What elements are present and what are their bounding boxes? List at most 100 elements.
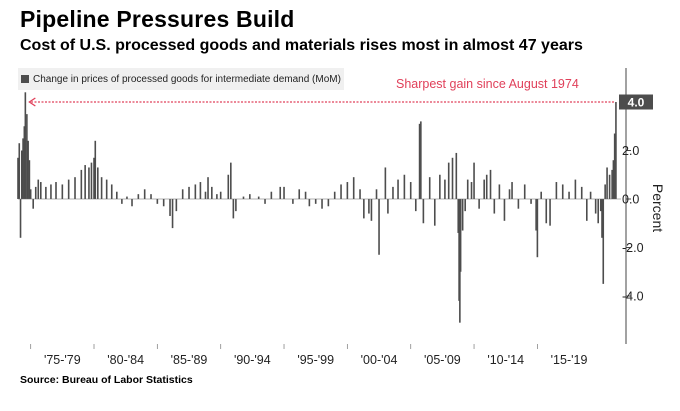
bar: [409, 182, 412, 199]
bar: [94, 140, 97, 199]
bar: [370, 199, 373, 221]
bar: [314, 199, 317, 204]
bar: [84, 165, 86, 199]
bar: [67, 179, 70, 199]
bar: [283, 186, 285, 200]
bar: [580, 186, 583, 200]
bar: [535, 199, 537, 231]
bar: [368, 199, 370, 214]
bar: [615, 102, 617, 199]
bar: [418, 123, 421, 199]
bar: [602, 199, 605, 284]
bar: [359, 189, 361, 199]
bar: [249, 194, 251, 199]
bar: [493, 199, 496, 214]
bar: [568, 191, 570, 199]
bar: [232, 199, 235, 219]
bar: [292, 199, 294, 204]
bar: [93, 157, 95, 200]
bar: [55, 182, 57, 199]
bar: [498, 184, 501, 199]
bar: [451, 157, 454, 200]
bar: [597, 199, 599, 224]
bar: [298, 189, 301, 199]
bar: [143, 189, 146, 199]
bar: [131, 199, 133, 207]
bar: [100, 177, 103, 199]
x-tick-label: '15-'19: [551, 353, 588, 367]
bar: [483, 179, 485, 199]
bar: [27, 140, 29, 199]
bar: [97, 167, 99, 199]
bar: [211, 186, 213, 200]
bar: [428, 177, 431, 199]
bar: [378, 199, 380, 255]
x-tick-label: '05-'09: [424, 353, 461, 367]
bar: [264, 199, 266, 204]
chart-subtitle: Cost of U.S. processed goods and materia…: [20, 37, 583, 54]
bar: [32, 199, 34, 209]
bar: [23, 126, 26, 199]
bar: [29, 189, 32, 199]
bar: [24, 92, 27, 199]
bar: [599, 199, 602, 212]
bar: [503, 199, 506, 221]
bar: [561, 184, 564, 199]
bar: [22, 138, 24, 200]
bar: [612, 160, 615, 199]
bar: [340, 184, 342, 199]
chart-title: Pipeline Pressures Build: [20, 6, 295, 32]
bar: [242, 196, 245, 199]
bar: [608, 174, 611, 199]
bar: [61, 184, 64, 199]
y-axis-label: Percent: [650, 184, 666, 232]
bar: [19, 199, 22, 238]
bar: [175, 199, 178, 212]
bar: [397, 179, 399, 199]
bar: [156, 199, 159, 204]
bar: [478, 199, 480, 209]
x-tick-label: '95-'99: [297, 353, 334, 367]
bar: [363, 199, 365, 219]
bar: [50, 184, 52, 199]
bar: [387, 199, 389, 214]
bar: [304, 191, 307, 199]
legend: Change in prices of processed goods for …: [18, 68, 344, 90]
bar: [457, 199, 460, 233]
bar: [594, 199, 597, 214]
bar: [18, 143, 21, 199]
bar: [485, 174, 488, 199]
bar: [549, 199, 551, 226]
bar: [169, 199, 171, 216]
bar: [455, 152, 458, 199]
bar: [121, 199, 123, 204]
bar: [40, 182, 42, 199]
annotation-text: Sharpest gain since August 1974: [396, 77, 579, 91]
bar: [489, 169, 492, 199]
bar: [540, 191, 542, 199]
bar: [279, 186, 282, 200]
bar: [545, 199, 548, 224]
bar: [473, 162, 475, 200]
bar: [574, 179, 577, 199]
bar: [420, 121, 422, 199]
bar: [470, 182, 473, 199]
bar: [26, 114, 28, 200]
bar: [171, 199, 174, 229]
bar: [207, 177, 209, 199]
x-tick-label: '10-'14: [487, 353, 524, 367]
bar: [508, 189, 511, 199]
bar: [126, 196, 128, 199]
bar: [90, 162, 93, 200]
bar: [235, 199, 237, 212]
bar: [375, 189, 378, 199]
source-note: Source: Bureau of Labor Statistics: [20, 374, 193, 386]
bar: [346, 182, 349, 199]
annotation-arrowhead: [28, 97, 36, 107]
bar: [21, 150, 23, 199]
bar: [444, 179, 446, 199]
bar: [392, 186, 394, 200]
bar: [37, 179, 40, 199]
bar: [204, 191, 207, 199]
bar: [601, 199, 603, 238]
